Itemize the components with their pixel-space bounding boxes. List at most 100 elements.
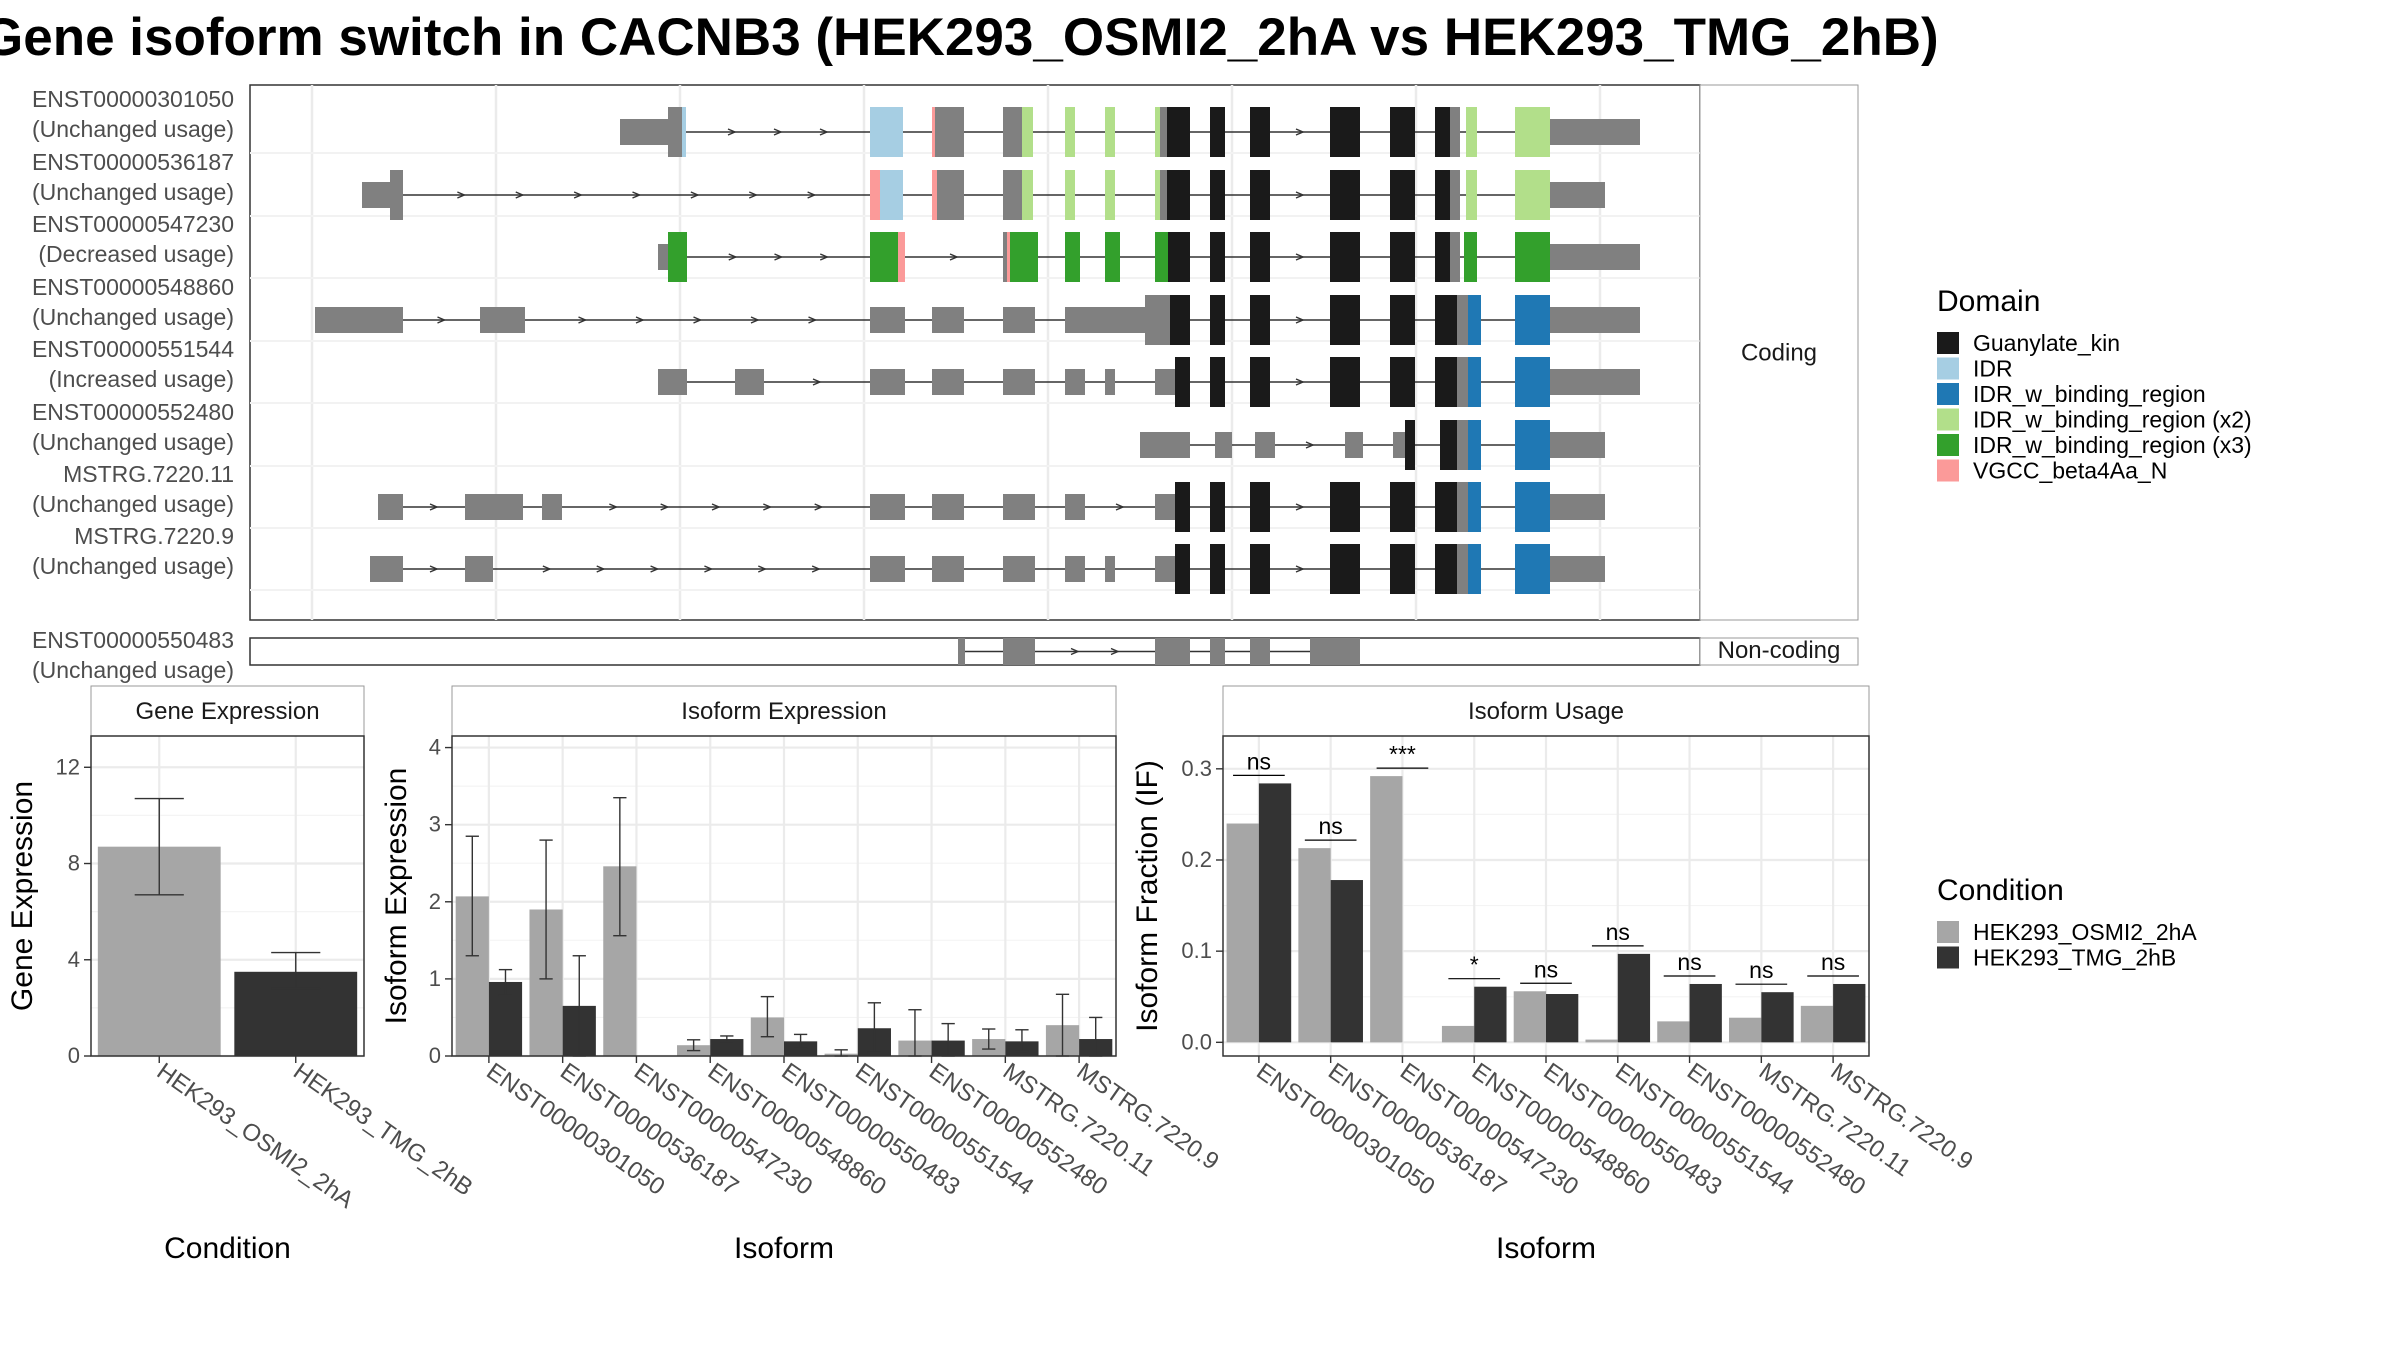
- exon-block: [1210, 544, 1225, 594]
- transcript-id-label: ENST00000550483: [32, 627, 234, 653]
- exon-block: [1330, 482, 1360, 532]
- transcript-model-6: [378, 482, 1605, 532]
- intron-direction-arrow: [728, 253, 738, 261]
- exon-block: [1250, 544, 1270, 594]
- bar: [1226, 823, 1259, 1043]
- exon-block: [1515, 232, 1550, 282]
- exon-block: [1175, 357, 1190, 407]
- significance-label: ns: [1534, 956, 1558, 982]
- exon-block: [1435, 544, 1457, 594]
- exon-block: [1450, 170, 1460, 220]
- exon-block: [480, 307, 525, 333]
- transcript-model-2: [658, 232, 1640, 282]
- exon-block: [1330, 170, 1360, 220]
- transcript-id-label: ENST00000548860: [32, 274, 234, 300]
- exon-block: [1250, 357, 1270, 407]
- intron-direction-arrow: [727, 128, 737, 136]
- y-tick-label: 12: [56, 754, 80, 779]
- intron-direction-arrow: [711, 503, 721, 511]
- exon-block: [1464, 232, 1477, 282]
- exon-block: [1468, 544, 1481, 594]
- exon-block: [1550, 182, 1605, 208]
- domain-legend-swatch: [1937, 357, 1959, 380]
- domain-legend-label: VGCC_beta4Aa_N: [1973, 458, 2167, 484]
- bar: [1800, 1005, 1834, 1043]
- exon-block: [870, 494, 905, 520]
- transcript-id-label: ENST00000552480: [32, 399, 234, 425]
- exon-block: [1345, 432, 1363, 458]
- intron-direction-arrow: [660, 503, 670, 511]
- exon-block: [1065, 107, 1075, 157]
- domain-legend-label: Guanylate_kin: [1973, 330, 2120, 356]
- transcript-usage-label: (Decreased usage): [38, 241, 234, 267]
- transcript-usage-label: (Unchanged usage): [32, 116, 234, 142]
- exon-block: [378, 494, 403, 520]
- exon-block: [1003, 232, 1007, 282]
- bar: [1474, 986, 1507, 1043]
- significance-label: ***: [1389, 741, 1416, 767]
- exon-block: [935, 107, 964, 157]
- exon-block: [932, 170, 937, 220]
- bar: [1298, 848, 1331, 1043]
- exon-block: [1450, 232, 1460, 282]
- bar: [1657, 1021, 1690, 1043]
- y-tick-label: 4: [68, 947, 80, 972]
- intron-direction-arrow: [693, 316, 703, 324]
- x-axis-title: Isoform: [734, 1232, 834, 1265]
- panel-title: Gene Expression: [135, 698, 319, 725]
- exon-block: [1003, 307, 1035, 333]
- exon-block: [1435, 107, 1450, 157]
- exon-block: [1250, 482, 1270, 532]
- transcript-usage-label: (Unchanged usage): [32, 429, 234, 455]
- panel-strip: [451, 685, 1117, 737]
- exon-block: [1550, 432, 1605, 458]
- exon-block: [1210, 357, 1225, 407]
- intron-direction-arrow: [1295, 316, 1305, 324]
- exon-block: [1105, 232, 1120, 282]
- bar: [1729, 1017, 1762, 1043]
- coding-strip-box: [1699, 84, 1859, 621]
- transcript-usage-label: (Unchanged usage): [32, 304, 234, 330]
- exon-block: [1105, 369, 1115, 395]
- transcript-usage-label: (Increased usage): [49, 366, 234, 392]
- exon-block: [870, 556, 905, 582]
- bar: [1513, 991, 1546, 1043]
- transcript-id-label: ENST00000547230: [32, 211, 234, 237]
- exon-block: [1550, 307, 1640, 333]
- exon-block: [1457, 482, 1468, 532]
- noncoding-strip-box: [1699, 637, 1859, 666]
- y-tick-label: 0: [429, 1043, 441, 1068]
- transcript-model-0: [620, 107, 1640, 157]
- domain-legend-swatch: [1937, 459, 1959, 482]
- exon-block: [1210, 638, 1225, 665]
- exon-block: [1140, 432, 1190, 458]
- exon-block: [1210, 232, 1225, 282]
- exon-block: [1468, 482, 1481, 532]
- intron-direction-arrow: [748, 191, 759, 199]
- panel-frame: [1222, 735, 1870, 1057]
- intron-direction-arrow: [1295, 378, 1305, 386]
- x-axis-title: Isoform: [1496, 1232, 1596, 1265]
- condition-legend-label: HEK293_OSMI2_2hA: [1973, 919, 2197, 945]
- condition-legend-label: HEK293_TMG_2hB: [1973, 945, 2176, 971]
- noncoding-strip-label: Non-coding: [1718, 637, 1841, 664]
- exon-block: [668, 107, 682, 157]
- exon-block: [1155, 494, 1175, 520]
- exon-block: [1155, 369, 1175, 395]
- exon-block: [1065, 494, 1085, 520]
- exon-block: [1065, 556, 1085, 582]
- exon-block: [1003, 170, 1022, 220]
- intron-direction-arrow: [609, 503, 619, 511]
- exon-block: [1210, 107, 1225, 157]
- exon-block: [1435, 295, 1457, 345]
- transcript-model-3: [315, 295, 1640, 345]
- exon-block: [465, 556, 493, 582]
- significance-label: ns: [1606, 919, 1630, 945]
- intron-direction-arrow: [811, 565, 821, 573]
- figure-title: Gene isoform switch in CACNB3 (HEK293_OS…: [0, 8, 1939, 67]
- intron-direction-arrow: [457, 191, 467, 199]
- exon-block: [1390, 482, 1415, 532]
- exon-block: [1515, 544, 1550, 594]
- exon-block: [1003, 638, 1035, 665]
- exon-block: [1435, 357, 1457, 407]
